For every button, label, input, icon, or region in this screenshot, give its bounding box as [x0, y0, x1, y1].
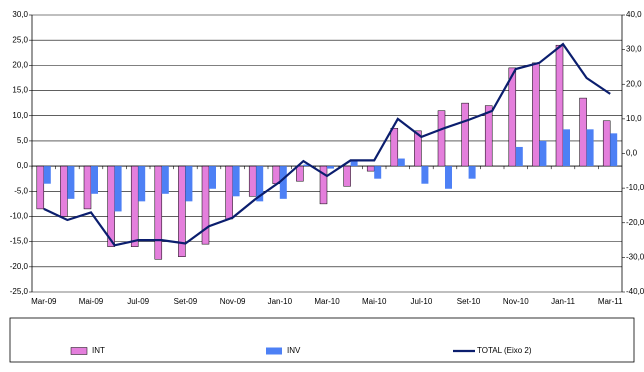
bar — [532, 62, 540, 167]
y-tick-label: 25,0 — [12, 35, 28, 44]
bar — [445, 166, 452, 189]
y-tick-label: 0,0 — [17, 161, 29, 170]
x-tick-label: Jan-10 — [268, 297, 293, 306]
y-tick-label: -10,0 — [10, 212, 29, 221]
bar — [225, 165, 233, 220]
x-tick-label: Jul-09 — [127, 297, 149, 306]
bar — [414, 130, 422, 167]
legend-swatch — [70, 347, 88, 355]
x-tick-label: Nov-09 — [220, 297, 246, 306]
bar — [579, 97, 587, 167]
bar — [437, 110, 446, 167]
x-tick-label: Jan-11 — [551, 297, 575, 306]
bar — [390, 128, 399, 167]
bar — [515, 146, 523, 167]
bar — [555, 44, 564, 167]
bar — [374, 166, 382, 179]
bar — [461, 102, 469, 167]
bar — [272, 165, 281, 184]
x-tick-label: Jul-10 — [411, 297, 433, 306]
y2-tick-label: 10,0 — [626, 114, 642, 123]
bar — [209, 166, 216, 189]
bar — [296, 165, 304, 182]
bar — [586, 129, 594, 167]
y-tick-label: -25,0 — [10, 287, 29, 296]
bar — [154, 165, 163, 260]
bar — [319, 165, 328, 205]
x-tick-label: Set-09 — [174, 297, 198, 306]
y-tick-label: -15,0 — [10, 237, 29, 246]
y-tick-label: -20,0 — [10, 262, 29, 271]
y2-tick-label: -40,0 — [626, 287, 644, 296]
x-tick-label: Mai-10 — [362, 297, 387, 306]
bar — [350, 160, 358, 167]
bar — [36, 165, 45, 210]
bar — [468, 166, 476, 179]
legend-swatch — [266, 347, 282, 355]
bar — [397, 158, 405, 167]
bar — [67, 166, 75, 199]
bar — [327, 166, 334, 169]
y2-tick-label: -10,0 — [626, 183, 644, 192]
x-tick-label: Mai-09 — [79, 297, 104, 306]
y-tick-label: 30,0 — [12, 10, 28, 19]
bar — [343, 165, 351, 187]
y2-tick-label: -30,0 — [626, 252, 644, 261]
bar — [366, 165, 375, 172]
bar — [539, 140, 547, 167]
y-tick-label: -5,0 — [14, 186, 28, 195]
y2-tick-label: 0,0 — [626, 149, 638, 158]
legend-box — [9, 317, 635, 363]
bar — [256, 166, 264, 202]
legend-label: INT — [92, 346, 105, 355]
y-tick-label: 15,0 — [12, 86, 28, 95]
bar — [60, 165, 68, 217]
x-tick-label: Mar-10 — [314, 297, 340, 306]
bar — [484, 105, 493, 167]
bar — [161, 166, 169, 194]
bar — [508, 67, 517, 167]
bar — [279, 166, 287, 199]
y2-tick-label: 40,0 — [626, 10, 642, 19]
bar — [421, 166, 429, 184]
bar — [303, 164, 311, 167]
bar — [138, 166, 146, 202]
bar — [43, 166, 51, 184]
bar — [91, 166, 98, 194]
y2-tick-label: 30,0 — [626, 45, 642, 54]
bar — [130, 165, 139, 247]
x-tick-label: Mar-09 — [31, 297, 57, 306]
y-tick-label: 20,0 — [12, 60, 28, 69]
bar — [201, 165, 210, 245]
bar — [107, 165, 115, 247]
x-tick-label: Mar-11 — [598, 297, 623, 306]
bar — [83, 165, 92, 210]
legend-label: TOTAL (Eixo 2) — [477, 346, 532, 355]
bar — [602, 120, 611, 167]
y-tick-label: 5,0 — [17, 136, 29, 145]
bar — [185, 166, 193, 202]
bar — [610, 133, 618, 167]
bar — [248, 165, 257, 197]
y2-tick-label: 20,0 — [626, 79, 642, 88]
x-tick-label: Nov-10 — [503, 297, 529, 306]
bar — [178, 165, 186, 257]
y-tick-label: 10,0 — [12, 111, 28, 120]
y2-tick-label: -20,0 — [626, 218, 644, 227]
x-tick-label: Set-10 — [457, 297, 481, 306]
bar — [563, 129, 570, 167]
legend-label: INV — [287, 346, 301, 355]
bar — [114, 166, 122, 212]
bar — [232, 166, 240, 197]
line — [43, 42, 611, 247]
